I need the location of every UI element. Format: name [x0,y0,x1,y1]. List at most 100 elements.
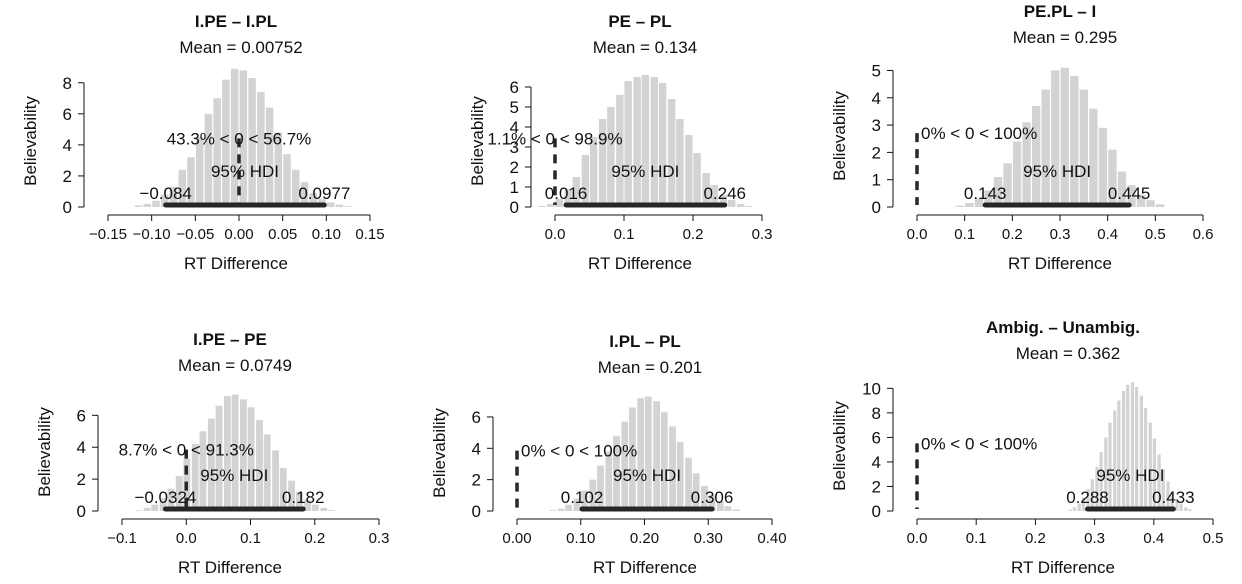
hdi-high-label: 0.182 [282,488,325,507]
x-tick-label: −0.05 [176,226,214,243]
comparison-label: 43.3% < 0 < 56.7% [167,129,312,148]
histogram-bar [134,205,143,207]
histogram-bar [685,457,692,511]
panel-4: −0.1 0.0 0.1 0.2 0.3 0 2 4 6 I.PE – PE Mean = 0.07… [35,330,389,577]
histogram-bar [702,173,710,207]
histogram-bar [274,132,283,207]
histogram-bar [1184,507,1188,511]
histogram-bar [248,78,256,207]
histogram-bar [701,485,708,511]
hdi-high-label: 0.246 [703,184,746,203]
histogram-bar [191,444,199,511]
histogram-bar [311,504,319,511]
histogram-bar [230,68,239,207]
x-tick-label: 0.5 [1203,530,1224,547]
y-tick-label: 1 [510,178,519,197]
histogram-bar [178,169,186,207]
panel-title: I.PE – PE [193,330,267,349]
histogram-bar [175,475,183,511]
histogram-bar [565,504,573,511]
histogram-bar [1051,70,1060,207]
histogram-bar [1166,481,1170,511]
histogram-bar [1022,122,1031,207]
histogram-bar [616,95,624,207]
histogram-bar [573,498,581,511]
y-tick-label: 4 [77,438,86,457]
histogram-bar [624,81,632,207]
histogram-bar [727,200,736,207]
histogram-bar [1090,479,1094,511]
mean-label: Mean = 0.134 [593,38,697,57]
hdi-low-label: 0.143 [964,184,1007,203]
histogram-bar [605,451,613,511]
x-axis-label: RT Difference [588,254,692,273]
x-tick-label: 0.10 [566,530,595,547]
y-tick-label: 6 [472,408,481,427]
histogram-bar [167,488,175,511]
histogram-bar [1139,395,1143,511]
histogram-bar [223,396,231,511]
x-tick-label: 0.3 [1050,226,1071,243]
histogram-bar [644,396,652,511]
histogram-bar [572,177,581,207]
x-tick-label: 0.30 [694,530,723,547]
x-axis-label: RT Difference [593,558,697,577]
histogram-bar [1152,438,1157,511]
histogram-bar [589,137,598,207]
comparison-label: 8.7% < 0 < 91.3% [119,441,254,460]
histogram-bar [629,407,636,511]
x-tick-label: 0.0 [545,226,566,243]
hdi-low-label: 0.288 [1066,488,1109,507]
histogram-bar [161,194,169,207]
hdi-label: 95% HDI [200,466,268,485]
hdi-label: 95% HDI [1096,466,1164,485]
histogram-bar [213,98,221,207]
histogram-bar [1175,498,1179,511]
histogram-bar [1032,105,1041,207]
histogram-bar [1135,387,1139,511]
histogram-bar [692,473,700,511]
histogram-bar [1170,491,1174,511]
histogram-bar [676,119,684,207]
histogram-bar [279,467,287,511]
x-tick-label: 0.2 [304,530,325,547]
histogram-bar [222,79,230,207]
histogram-bar [1012,141,1022,207]
y-tick-label: 0 [872,198,881,217]
y-tick-label: 6 [77,406,86,425]
panel-5: 0.00 0.10 0.20 0.30 0.40 0 2 4 6 I.PL – PL Mean = … [430,332,787,577]
x-tick-label: 0.0 [907,226,928,243]
histogram-bar [288,480,296,511]
histogram-bar [1108,422,1112,511]
histogram-bar [1143,407,1148,511]
x-tick-label: 0.00 [502,530,531,547]
y-axis-label: Believability [21,96,40,186]
histogram-bar [1089,108,1098,207]
y-tick-label: 2 [872,143,881,162]
histogram-bar [309,193,317,207]
x-tick-label: 0.20 [630,530,659,547]
x-axis-label: RT Difference [184,254,288,273]
histogram-bar [207,418,215,511]
histogram-bar [143,203,152,207]
panel-title: PE.PL – I [1024,2,1096,21]
panel-title: I.PL – PL [609,332,681,351]
histogram-bar [547,204,555,207]
histogram-bar [633,77,641,207]
mean-label: Mean = 0.295 [1013,28,1117,47]
y-tick-label: 8 [872,404,881,423]
comparison-label: 0% < 0 < 100% [921,124,1037,143]
histogram-bar [974,198,984,207]
mean-label: Mean = 0.362 [1016,344,1120,363]
histogram-bar [564,189,572,207]
histogram-bar [724,506,732,511]
histogram-bar [1157,454,1161,511]
x-tick-label: 0.3 [369,530,390,547]
panel-1: −0.15 −0.10 −0.05 0.00 0.05 0.10 0.15 0 2 4 6 8 I.PE… [21,12,385,273]
histogram-bar [732,509,740,511]
x-axis-label: RT Difference [1008,254,1112,273]
histogram-bar [1041,89,1050,207]
histogram-bar [1179,503,1183,511]
y-tick-label: 5 [510,98,519,117]
